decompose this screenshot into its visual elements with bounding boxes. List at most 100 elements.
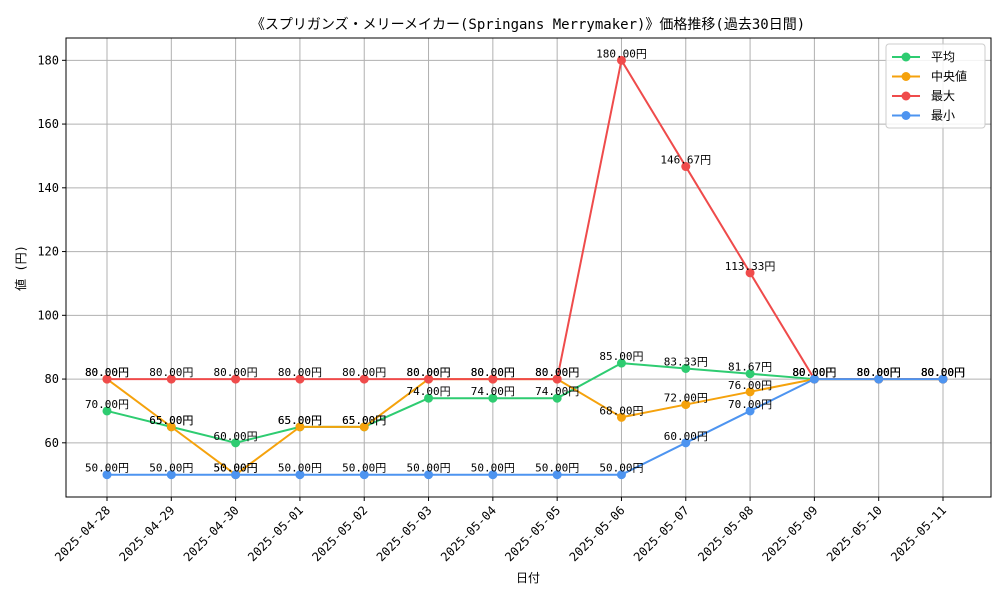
data-point <box>681 363 691 373</box>
data-label: 80.00円 <box>857 366 901 379</box>
data-point <box>359 422 369 432</box>
data-point <box>681 400 691 410</box>
x-tick-label: 2025-05-05 <box>502 503 563 564</box>
data-label: 50.00円 <box>85 462 129 475</box>
data-point <box>424 374 434 384</box>
x-tick-label: 2025-04-28 <box>52 503 113 564</box>
data-point <box>166 422 176 432</box>
data-label: 50.00円 <box>535 462 579 475</box>
data-point <box>424 470 434 480</box>
data-point <box>295 374 305 384</box>
chart-title: 《スプリガンズ・メリーメイカー(Springans Merrymaker)》価格… <box>251 17 805 33</box>
y-tick-label: 80 <box>45 372 59 386</box>
data-label: 50.00円 <box>599 462 643 475</box>
x-axis-label: 日付 <box>516 571 540 585</box>
legend-box <box>885 43 986 129</box>
legend-label: 平均 <box>931 50 955 64</box>
data-point <box>295 422 305 432</box>
data-label: 146.67円 <box>660 154 711 167</box>
data-label: 65.00円 <box>342 414 386 427</box>
data-label: 81.67円 <box>728 361 772 374</box>
x-tick-label: 2025-05-04 <box>438 503 499 564</box>
data-point <box>102 406 112 416</box>
data-point <box>809 374 819 384</box>
data-label: 74.00円 <box>406 385 450 398</box>
data-label: 65.00円 <box>278 414 322 427</box>
legend-label: 最小 <box>931 109 955 123</box>
data-label: 80.00円 <box>792 366 836 379</box>
data-label: 80.00円 <box>85 366 129 379</box>
legend-swatch-marker <box>901 91 911 101</box>
data-label: 65.00円 <box>278 414 322 427</box>
grid <box>66 38 991 497</box>
x-tick-label: 2025-05-08 <box>695 503 756 564</box>
data-point <box>488 470 498 480</box>
data-point <box>102 470 112 480</box>
legend-label: 中央値 <box>931 69 967 84</box>
x-tick-label: 2025-05-01 <box>245 503 306 564</box>
data-label: 80.00円 <box>214 366 258 379</box>
series-line-1 <box>106 378 943 476</box>
data-point <box>745 369 755 379</box>
data-point <box>745 387 755 397</box>
data-point <box>424 393 434 403</box>
legend-swatch-marker <box>901 52 911 62</box>
data-point <box>166 374 176 384</box>
data-label: 80.00円 <box>535 366 579 379</box>
data-point <box>616 412 626 422</box>
data-label: 74.00円 <box>471 385 515 398</box>
y-tick-label: 160 <box>37 117 59 131</box>
data-label: 80.00円 <box>471 366 515 379</box>
y-tick-label: 120 <box>37 245 59 259</box>
legend-swatch-marker <box>901 111 911 120</box>
data-label: 80.00円 <box>921 366 965 379</box>
series-line-2 <box>107 59 943 381</box>
data-label: 50.00円 <box>471 462 515 475</box>
y-tick-label: 60 <box>45 436 59 450</box>
data-point <box>552 374 562 384</box>
y-axis-label: 値 (円) <box>13 245 28 291</box>
data-label: 50.00円 <box>214 462 258 475</box>
data-label: 80.00円 <box>857 366 901 379</box>
x-tick-label: 2025-04-30 <box>181 503 242 564</box>
data-point <box>552 393 562 403</box>
data-point <box>231 438 241 448</box>
data-label: 70.00円 <box>728 398 772 411</box>
data-label: 80.00円 <box>792 366 836 379</box>
data-point <box>938 374 948 384</box>
data-label: 80.00円 <box>471 366 515 379</box>
legend-swatch-marker <box>901 72 911 81</box>
x-tick-label: 2025-05-07 <box>631 503 692 564</box>
data-point <box>359 470 369 480</box>
data-label: 80.00円 <box>406 366 450 379</box>
data-label: 50.00円 <box>406 462 450 475</box>
data-label: 85.00円 <box>599 350 643 363</box>
data-label: 65.00円 <box>149 414 193 427</box>
data-point <box>616 55 626 65</box>
y-tick-label: 180 <box>37 53 59 67</box>
data-label: 74.00円 <box>535 385 579 398</box>
series-line-3 <box>107 378 943 476</box>
data-point <box>874 374 884 384</box>
data-point <box>231 374 241 384</box>
data-label: 80.00円 <box>921 366 965 379</box>
data-point <box>552 470 562 480</box>
data-label: 113.33円 <box>725 260 776 273</box>
x-tick-label: 2025-05-06 <box>567 503 628 564</box>
data-label: 80.00円 <box>85 366 129 379</box>
data-label: 80.00円 <box>792 366 836 379</box>
x-tick-label: 2025-05-03 <box>374 503 435 564</box>
data-label: 80.00円 <box>921 366 965 379</box>
y-tick-label: 100 <box>37 308 59 322</box>
data-point <box>745 268 755 278</box>
data-label: 50.00円 <box>149 462 193 475</box>
data-label: 76.00円 <box>728 379 772 392</box>
x-tick-label: 2025-05-09 <box>760 503 821 564</box>
data-label: 70.00円 <box>85 398 129 411</box>
x-tick-label: 2025-05-10 <box>824 503 885 564</box>
data-point <box>681 162 691 172</box>
data-label: 80.00円 <box>792 366 836 379</box>
data-labels: 70.00円 65.00円 60.00円 65.00円 65.00円 74.00円 74.0… <box>85 47 965 474</box>
data-label: 65.00円 <box>149 414 193 427</box>
